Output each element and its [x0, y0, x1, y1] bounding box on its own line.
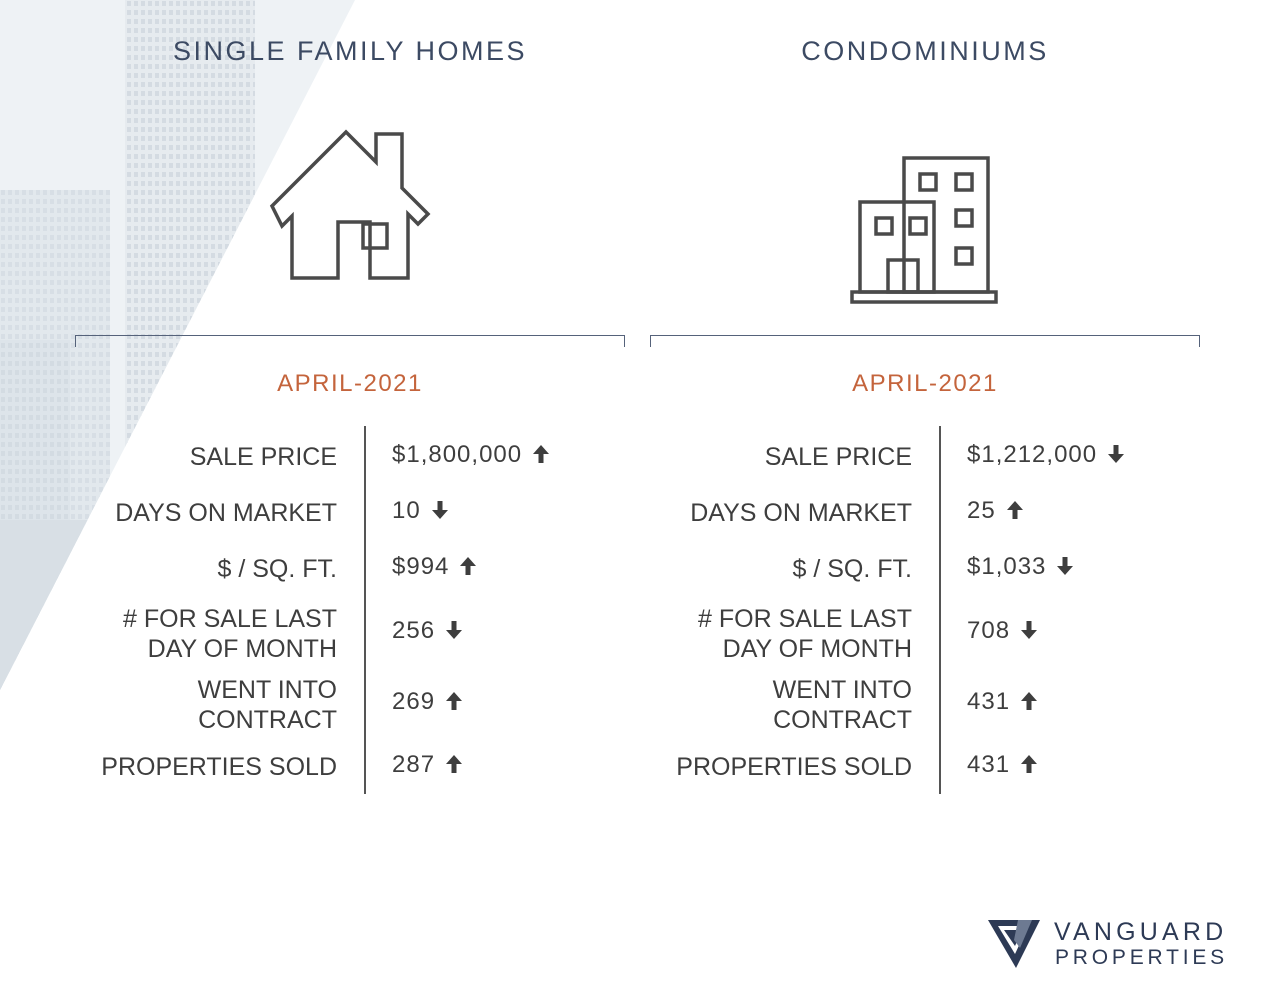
- stat-value: 287: [392, 750, 463, 780]
- stat-number: 287: [392, 751, 436, 778]
- stat-value: 10: [392, 496, 449, 526]
- stat-number: 256: [392, 617, 436, 644]
- stat-label: DAYS ON MARKET: [622, 498, 912, 528]
- stat-label-line: # FOR SALE LAST: [123, 605, 337, 633]
- stat-label-line: DAY OF MONTH: [722, 635, 912, 663]
- period-label: APRIL-2021: [852, 370, 998, 397]
- stat-number: 431: [967, 688, 1011, 715]
- stat-number: $1,033: [967, 553, 1047, 580]
- stat-label: PROPERTIES SOLD: [622, 752, 912, 782]
- arrow-up-icon: [1006, 501, 1023, 519]
- stat-number: 708: [967, 617, 1011, 644]
- stat-label-line: CONTRACT: [773, 706, 912, 734]
- arrow-up-icon: [533, 445, 550, 463]
- stat-value: 431: [967, 687, 1038, 717]
- stat-number: 25: [967, 497, 996, 524]
- stat-label-line: DAYS ON MARKET: [690, 499, 912, 527]
- stat-label: PROPERTIES SOLD: [47, 752, 337, 782]
- stat-label-line: SALE PRICE: [189, 443, 337, 471]
- stat-label: DAYS ON MARKET: [47, 498, 337, 528]
- single-family-homes-column: SINGLE FAMILY HOMES APRIL-2021 SALE PRIC…: [75, 0, 625, 820]
- stat-value: 269: [392, 687, 463, 717]
- arrow-down-icon: [431, 501, 448, 519]
- house-icon: [269, 129, 431, 280]
- stat-label: # FOR SALE LAST DAY OF MONTH: [47, 604, 337, 664]
- stat-value: 708: [967, 616, 1038, 646]
- stat-label: SALE PRICE: [622, 442, 912, 472]
- stat-number: $1,212,000: [967, 441, 1098, 468]
- condominiums-column: CONDOMINIUMS APRIL-2021 SALE PRICE $1,212…: [650, 0, 1200, 820]
- stat-number: $994: [392, 553, 450, 580]
- vanguard-logo: VANGUARD PROPERTIES: [988, 915, 1248, 975]
- stat-label: # FOR SALE LAST DAY OF MONTH: [622, 604, 912, 664]
- stat-label-line: WENT INTO: [197, 676, 337, 704]
- stat-label-line: PROPERTIES SOLD: [676, 753, 912, 781]
- stat-label: WENT INTO CONTRACT: [622, 675, 912, 735]
- stat-label: WENT INTO CONTRACT: [47, 675, 337, 735]
- stat-label-line: $ / SQ. FT.: [217, 555, 337, 583]
- column-title: SINGLE FAMILY HOMES: [172, 36, 528, 66]
- arrow-up-icon: [446, 755, 463, 773]
- stat-number: 269: [392, 688, 436, 715]
- stat-number: 10: [392, 497, 421, 524]
- section-divider: [75, 335, 625, 347]
- arrow-down-icon: [1057, 557, 1074, 575]
- stat-label-line: WENT INTO: [772, 676, 912, 704]
- section-divider: [650, 335, 1200, 347]
- stat-label-line: DAYS ON MARKET: [115, 499, 337, 527]
- stat-value: 256: [392, 616, 463, 646]
- stat-label-line: # FOR SALE LAST: [698, 605, 912, 633]
- stat-value: 25: [967, 496, 1024, 526]
- stat-label: SALE PRICE: [47, 442, 337, 472]
- stat-number: $1,800,000: [392, 441, 523, 468]
- stat-label: $ / SQ. FT.: [47, 554, 337, 584]
- arrow-up-icon: [446, 692, 463, 710]
- stat-label-line: DAY OF MONTH: [147, 635, 337, 663]
- arrow-up-icon: [1021, 755, 1038, 773]
- stat-value: $1,212,000: [967, 440, 1125, 470]
- stat-value: $994: [392, 552, 477, 582]
- stat-label-line: SALE PRICE: [764, 443, 912, 471]
- stat-label-line: PROPERTIES SOLD: [101, 753, 337, 781]
- stat-label-line: CONTRACT: [198, 706, 337, 734]
- vanguard-v-logo-icon: [988, 920, 1040, 968]
- stat-value: $1,033: [967, 552, 1074, 582]
- arrow-down-icon: [1108, 445, 1125, 463]
- period-label: APRIL-2021: [277, 370, 423, 397]
- column-separator: [939, 426, 941, 794]
- logo-subtitle: PROPERTIES: [1055, 946, 1228, 969]
- arrow-up-icon: [460, 557, 477, 575]
- condo-building-icon: [850, 156, 998, 304]
- logo-wordmark: VANGUARD: [1054, 918, 1228, 946]
- stat-value: 431: [967, 750, 1038, 780]
- arrow-down-icon: [1021, 621, 1038, 639]
- stat-number: 431: [967, 751, 1011, 778]
- column-separator: [364, 426, 366, 794]
- column-title: CONDOMINIUMS: [801, 36, 1049, 66]
- stat-label-line: $ / SQ. FT.: [792, 555, 912, 583]
- arrow-down-icon: [446, 621, 463, 639]
- stat-label: $ / SQ. FT.: [622, 554, 912, 584]
- stat-value: $1,800,000: [392, 440, 550, 470]
- arrow-up-icon: [1021, 692, 1038, 710]
